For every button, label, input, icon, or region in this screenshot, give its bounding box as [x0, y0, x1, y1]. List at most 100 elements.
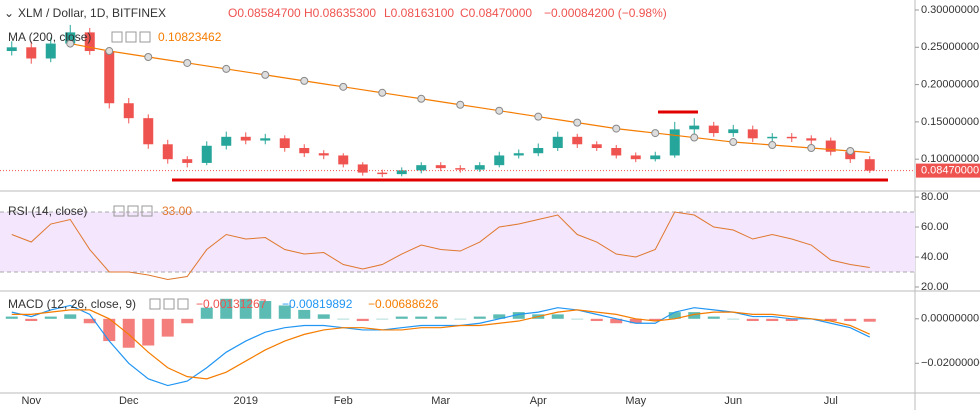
ma-marker	[300, 76, 309, 85]
ma-marker	[651, 129, 660, 138]
eye-icon[interactable]	[113, 205, 125, 217]
x-tick-label: Nov	[21, 395, 41, 407]
histogram-bar	[181, 318, 194, 324]
y-tick-label: 80.00	[921, 191, 949, 203]
candle-body	[260, 138, 271, 141]
y-tick-label: 0.15000000	[921, 116, 979, 128]
signal-value: −0.00688626	[368, 297, 439, 311]
collapse-icon[interactable]: ⌄	[4, 6, 14, 20]
rsi-value: 33.00	[162, 204, 192, 218]
ma-value: 0.10823462	[158, 30, 222, 44]
eye-icon[interactable]	[111, 31, 123, 43]
candle-body	[279, 138, 290, 149]
rsi-controls[interactable]	[113, 205, 153, 217]
eye-icon[interactable]	[149, 298, 161, 310]
ohlc-open: O0.08584700	[228, 6, 301, 20]
candle-body	[806, 138, 817, 141]
histogram-bar	[785, 318, 798, 322]
candle-body	[123, 103, 134, 119]
candle-body	[416, 165, 427, 171]
remove-icon[interactable]	[139, 31, 151, 43]
candle-body	[474, 165, 485, 170]
settings-icon[interactable]	[163, 298, 175, 310]
histogram-bar	[161, 318, 174, 337]
candle-body	[65, 32, 76, 44]
candle-body	[864, 159, 875, 171]
histogram-bar	[259, 301, 272, 319]
ma-marker	[846, 146, 855, 155]
ma-controls[interactable]	[111, 31, 151, 43]
settings-icon[interactable]	[127, 205, 139, 217]
histogram-bar	[142, 318, 155, 346]
histogram-bar	[473, 316, 486, 319]
histogram-bar	[200, 307, 213, 319]
histogram-bar	[239, 298, 252, 319]
x-tick-label: Apr	[530, 395, 547, 407]
histogram-bar	[863, 318, 876, 322]
histogram-bar	[824, 318, 837, 322]
histogram-bar	[122, 318, 135, 348]
settings-icon[interactable]	[125, 31, 137, 43]
candle-body	[611, 148, 622, 156]
candle-body	[786, 136, 797, 139]
histogram-bar	[688, 312, 701, 319]
last-price-box	[916, 163, 980, 178]
candle-body	[6, 47, 17, 52]
histogram-bar	[395, 316, 408, 319]
ma-marker	[222, 64, 231, 73]
candle-body	[201, 145, 212, 163]
x-tick-label: Mar	[431, 395, 450, 407]
remove-icon[interactable]	[177, 298, 189, 310]
y-tick-label: −0.02000000	[921, 357, 980, 369]
macd-value: −0.00819892	[282, 297, 353, 311]
macd-hist-value: −0.00131267	[196, 297, 267, 311]
candle-body	[591, 144, 602, 149]
ma-marker	[66, 39, 75, 48]
ma-legend: MA (200, close)	[8, 30, 91, 44]
histogram-bar	[707, 316, 720, 319]
ohlc-low: L0.08163100	[384, 6, 454, 20]
histogram-bar	[356, 318, 369, 322]
macd-line	[11, 304, 871, 387]
ma-marker	[339, 82, 348, 91]
ma-marker	[378, 88, 387, 97]
histogram-bar	[5, 316, 18, 319]
ohlc-change: −0.00084200 (−0.98%)	[544, 6, 667, 20]
candle-body	[533, 148, 544, 154]
candle-body	[318, 153, 329, 156]
ma-marker	[183, 58, 192, 67]
ma-marker	[768, 141, 777, 150]
histogram-bar	[590, 318, 603, 322]
candle-body	[45, 43, 56, 59]
x-tick-label: May	[625, 395, 646, 407]
histogram-bar	[766, 318, 779, 322]
histogram-bar	[64, 314, 77, 319]
histogram-bar	[317, 314, 330, 319]
ohlc-high: H0.08635300	[304, 6, 376, 20]
candle-body	[357, 164, 368, 173]
ma-marker	[456, 100, 465, 109]
candle-body	[572, 136, 583, 145]
candle-body	[84, 32, 95, 52]
x-tick-label: 2019	[234, 395, 258, 407]
macd-controls[interactable]	[149, 298, 189, 310]
candle-body	[513, 153, 524, 156]
histogram-bar	[83, 318, 96, 324]
candle-body	[825, 140, 836, 152]
candle-body	[435, 165, 446, 169]
y-tick-label: 20.00	[921, 281, 949, 293]
candle-body	[396, 170, 407, 175]
histogram-bar	[512, 312, 525, 319]
y-tick-label: 0.20000000	[921, 78, 979, 90]
candle-body	[143, 118, 154, 145]
candle-body	[845, 151, 856, 160]
ma-marker	[534, 112, 543, 121]
ma-marker	[144, 52, 153, 61]
y-tick-label: 0.00000000	[921, 313, 979, 325]
x-tick-label: Jun	[724, 395, 742, 407]
remove-icon[interactable]	[141, 205, 153, 217]
y-tick-label: 0.30000000	[921, 4, 979, 16]
histogram-bar	[629, 318, 642, 324]
